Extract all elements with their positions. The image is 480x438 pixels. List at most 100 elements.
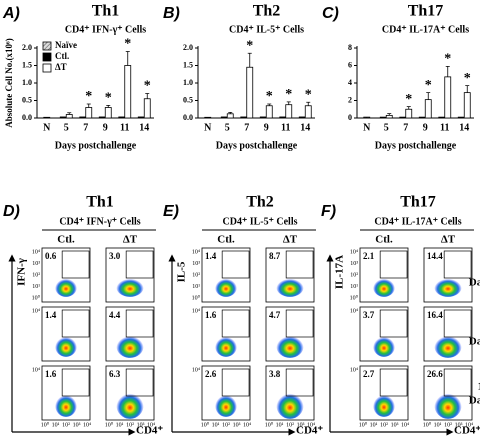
panel-label: E) [163,203,179,220]
error-bar [465,85,470,93]
gate-percent: 1.4 [45,310,57,320]
y-decade-label: 10⁰ [32,294,41,301]
bar [418,116,426,119]
x-decade-label: 10³ [297,422,305,428]
gate-percent: 26.6 [427,369,443,379]
x-axis-label: Days postchallenge [375,140,457,151]
x-decade-label: 10⁰ [265,421,274,428]
x-decade-label: 10³ [455,422,463,428]
x-decade-label: 10⁰ [201,421,210,428]
error-bar [445,65,450,77]
gate [221,368,250,397]
error-bar [426,92,431,100]
legend-swatch [42,52,52,62]
x-decade-label: 10¹ [52,422,60,428]
bar [43,116,51,119]
gate [285,368,314,397]
y-tick-label: 2.0 [22,43,32,52]
error-bar [145,93,150,99]
error-bar [306,101,311,106]
bar [246,66,254,119]
legend-label: Ctl. [55,51,69,61]
gate [285,309,314,338]
panel-label: A) [2,5,20,22]
gate-percent: 1.6 [45,369,57,379]
error-bar [406,106,411,110]
chart-subtitle: CD4⁺ IFN-γ⁺ Cells [65,24,146,35]
x-tick-label: 9 [264,122,269,133]
gate [61,368,90,397]
x-tick-label: 14 [300,122,310,133]
x-tick-label: N [363,122,371,133]
significance-mark: * [464,71,471,86]
bar [79,116,87,119]
x-decade-label: 10⁰ [41,421,50,428]
y-tick-label: 1.0 [183,78,193,87]
y-tick-label: 8 [348,43,352,52]
x-decade-label: 10¹ [276,422,284,428]
x-decade-label: 10⁴ [465,422,473,428]
significance-mark: * [266,89,273,104]
dot-cloud [434,390,462,419]
significance-mark: * [85,89,92,104]
y-decade-label: 10² [32,272,40,278]
legend-label: ΔT [55,62,67,72]
x-decade-label: 10² [444,422,452,428]
column-label: Ctl. [217,234,235,246]
error-bar [67,112,72,115]
bar [137,116,145,119]
x-decade-label: 10¹ [212,422,220,428]
dot-cloud [116,333,144,358]
significance-mark: * [124,37,131,52]
gate [379,309,408,338]
bar [85,107,93,119]
bar [405,108,413,119]
gate [221,250,250,279]
bar [379,116,387,119]
x-tick-label: 5 [64,122,69,133]
bar [279,116,287,119]
x-decade-label: 10¹ [370,422,378,428]
y-tick-label: 1.5 [22,60,32,69]
gate-percent: 2.7 [363,369,375,379]
x-decade-label: 10² [62,422,70,428]
gate-percent: 4.4 [109,310,121,320]
panel-label: D) [3,203,20,220]
panel-subtitle: CD4⁺ IFN-γ⁺ Cells [59,216,140,227]
gate [285,250,314,279]
x-decade-label: 10¹ [116,422,124,428]
error-bar [247,52,252,68]
dot-cloud [116,390,144,419]
y-decade-label: 10² [350,272,358,278]
gate [61,250,90,279]
chart-subtitle: CD4⁺ IL-5⁺ Cells [229,24,304,35]
x-tick-label: N [204,122,212,133]
column-label: ΔT [441,234,456,246]
legend-swatch [42,41,52,51]
gate-percent: 8.7 [269,251,281,261]
y-decade-label: 10¹ [32,284,40,290]
bar [463,92,471,119]
bar [98,116,106,119]
y-decade-label: 10² [192,272,200,278]
gate [221,309,250,338]
y-tick-label: 0.5 [22,95,32,104]
row-label: Days [469,336,480,348]
x-decade-label: 10⁰ [423,421,432,428]
x-tick-label: 5 [225,122,230,133]
x-tick-label: 14 [139,122,149,133]
dot-cloud [276,276,304,297]
gate-percent: 1.4 [205,251,217,261]
significance-mark: * [285,87,292,102]
x-tick-label: 5 [384,122,389,133]
x-tick-label: 7 [403,122,408,133]
gate-percent: 16.4 [427,310,443,320]
y-tick-label: 2 [348,95,352,104]
x-decade-label: 10³ [233,422,241,428]
y-axis-label: IL-5 [176,261,188,282]
panel-title: Th2 [246,194,274,211]
bar [424,99,432,119]
y-decade-label: 10⁴ [32,367,40,373]
y-decade-label: 10⁰ [350,294,359,301]
y-tick-label: 0.0 [22,113,32,122]
